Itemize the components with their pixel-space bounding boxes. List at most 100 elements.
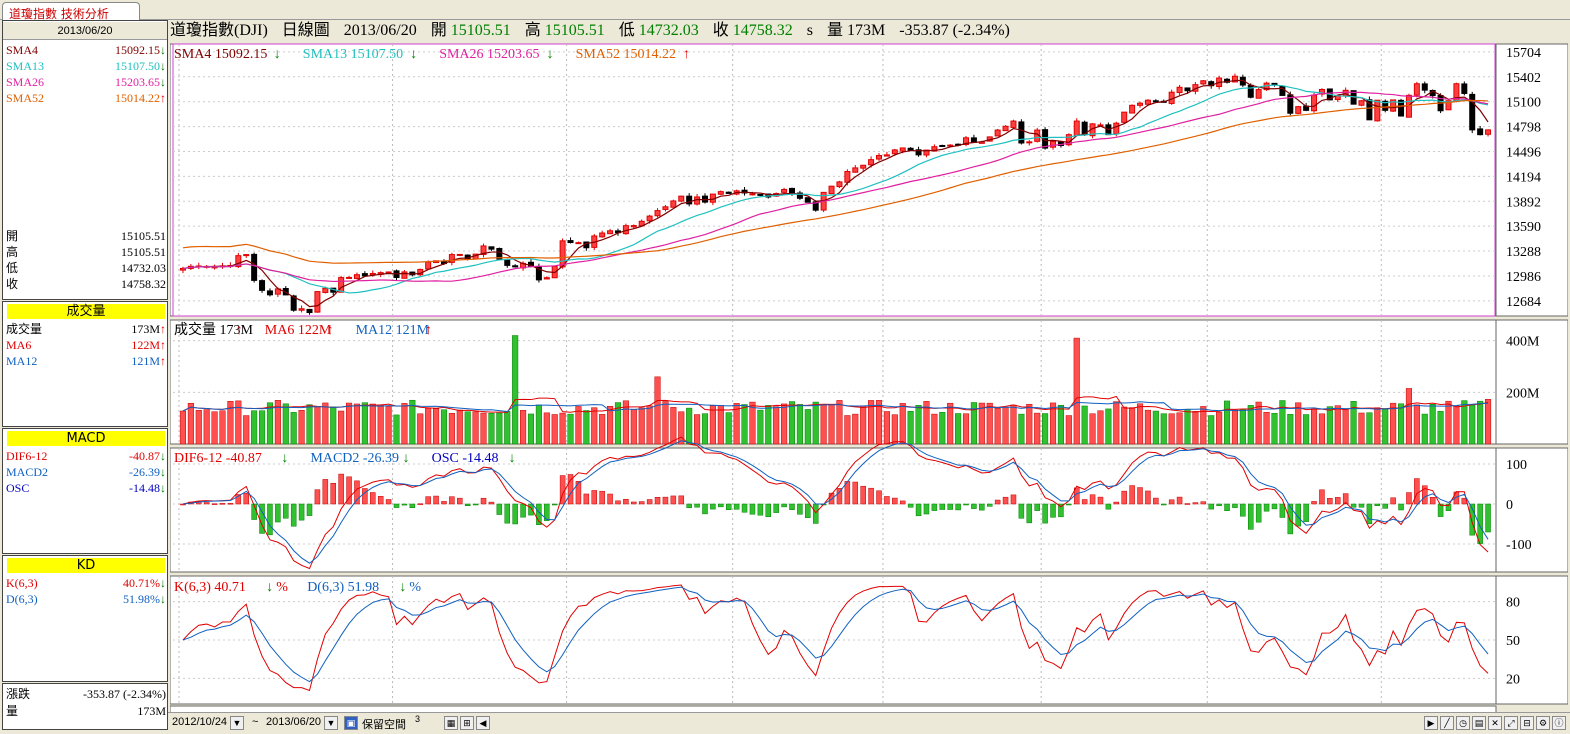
osc-bar bbox=[1200, 501, 1207, 505]
crosshair-icon[interactable]: ✕ bbox=[1488, 716, 1502, 730]
volume-bar bbox=[923, 401, 930, 445]
candle-body bbox=[385, 271, 392, 274]
arrow-down-icon: ↓ bbox=[410, 47, 417, 62]
osc-bar bbox=[718, 503, 724, 508]
volume-bar bbox=[425, 408, 432, 445]
volume-bar bbox=[765, 405, 772, 445]
osc-bar bbox=[915, 503, 922, 517]
volume-bar bbox=[1026, 403, 1033, 445]
candle-body bbox=[899, 147, 906, 152]
osc-bar bbox=[670, 495, 677, 505]
volume-bar bbox=[1216, 411, 1223, 445]
sma-row: SMA52 15014.22↑ bbox=[6, 91, 166, 106]
candle-body bbox=[749, 193, 756, 196]
candle-body bbox=[828, 185, 835, 195]
arrow-up-icon: ↑ bbox=[327, 323, 334, 338]
osc-bar bbox=[314, 489, 321, 505]
osc-bar bbox=[401, 503, 408, 506]
from-date-dropdown-icon[interactable]: ▼ bbox=[230, 716, 244, 730]
osc-bar bbox=[211, 503, 218, 505]
macd-label: OSC bbox=[6, 481, 30, 495]
volume-bar bbox=[480, 412, 487, 445]
osc-bar bbox=[298, 503, 305, 521]
volume-y-tick-label: 400M bbox=[1506, 335, 1540, 350]
candle-body bbox=[1398, 99, 1405, 117]
osc-bar bbox=[892, 497, 898, 505]
volume-bar bbox=[947, 402, 954, 445]
volume-bar bbox=[1176, 412, 1183, 445]
osc-bar bbox=[1010, 494, 1017, 505]
tab-technical-analysis[interactable]: 道瓊指數 技術分析 bbox=[2, 2, 140, 21]
settings-icon[interactable]: ⚙ bbox=[1536, 716, 1550, 730]
candle-body bbox=[1152, 100, 1159, 103]
price-y-tick-label: 13288 bbox=[1506, 245, 1541, 260]
reserve-space-icon[interactable]: ▣ bbox=[344, 716, 358, 730]
volume-bar bbox=[1358, 412, 1365, 445]
info-icon[interactable]: ⓘ bbox=[1552, 716, 1566, 730]
volume-bar bbox=[551, 414, 558, 445]
volume-bar bbox=[219, 410, 226, 445]
osc-bar bbox=[1350, 503, 1357, 508]
sma-label: SMA4 bbox=[6, 43, 39, 57]
volume-bar bbox=[1168, 413, 1175, 445]
clock-icon[interactable]: ◷ bbox=[1456, 716, 1470, 730]
candle-body bbox=[1358, 100, 1365, 106]
line-tool-icon[interactable]: ╱ bbox=[1440, 716, 1454, 730]
sma-value-text: 15092.15 bbox=[115, 43, 160, 57]
osc-bar bbox=[1342, 493, 1349, 505]
osc-bar bbox=[409, 503, 416, 508]
to-date[interactable]: 2013/06/20 bbox=[266, 716, 322, 728]
candle-body bbox=[1255, 89, 1262, 99]
volume-bar bbox=[820, 404, 827, 445]
volume-bar bbox=[939, 412, 946, 445]
volume-bar bbox=[1334, 405, 1341, 445]
volume-bar bbox=[504, 411, 511, 445]
volume-bar bbox=[1121, 406, 1128, 445]
to-date-dropdown-icon[interactable]: ▼ bbox=[324, 716, 338, 730]
volume-bar bbox=[1144, 409, 1151, 445]
osc-bar bbox=[385, 499, 392, 505]
volume-bar bbox=[749, 401, 756, 445]
macd-value-text: -14.48 bbox=[129, 481, 160, 495]
from-date[interactable]: 2012/10/24 bbox=[172, 716, 228, 728]
macd-label: MACD2 bbox=[6, 465, 49, 479]
volume-bar bbox=[1057, 404, 1064, 445]
volume-bar bbox=[1081, 405, 1088, 445]
volume-bar bbox=[725, 412, 732, 445]
arrow-down-icon: ↓ bbox=[509, 451, 516, 466]
volume-bar bbox=[899, 403, 906, 445]
candle-body bbox=[630, 225, 637, 228]
panel-axis-bg bbox=[1495, 575, 1568, 705]
arrow-down-icon: ↓ bbox=[160, 43, 166, 57]
osc-bar bbox=[441, 501, 447, 505]
calendar-icon[interactable]: ▤ bbox=[1472, 716, 1486, 730]
scroll-right-icon[interactable]: ▶ bbox=[1424, 716, 1438, 730]
candle-body bbox=[1390, 99, 1397, 112]
scroll-left-icon[interactable]: ◀ bbox=[476, 716, 490, 730]
candle-body bbox=[717, 191, 724, 195]
osc-bar bbox=[393, 503, 400, 508]
panel-axis-bg bbox=[1495, 447, 1568, 573]
zoom-out-icon[interactable]: ⊟ bbox=[1520, 716, 1534, 730]
candle-body bbox=[670, 200, 677, 208]
ohlc-value: 15105.51 bbox=[121, 245, 166, 260]
expand-icon[interactable]: ⤢ bbox=[1504, 716, 1518, 730]
sma-value-text: 15203.65 bbox=[115, 75, 160, 89]
zoom-icon[interactable]: ⊞ bbox=[460, 716, 474, 730]
osc-bar bbox=[1437, 503, 1444, 517]
macd-value-text: -26.39 bbox=[129, 465, 160, 479]
osc-bar bbox=[789, 503, 795, 510]
macd-y-tick-label: 100 bbox=[1506, 458, 1527, 473]
volume-bar bbox=[448, 413, 455, 445]
candle-body bbox=[1469, 93, 1476, 131]
arrow-down-icon: ↓ bbox=[403, 451, 410, 466]
candle-body bbox=[741, 189, 748, 194]
grid-icon[interactable]: ▦ bbox=[444, 716, 458, 730]
osc-bar bbox=[227, 502, 234, 505]
osc-bar bbox=[1121, 490, 1127, 505]
osc-bar bbox=[203, 502, 210, 505]
osc-bar bbox=[362, 488, 368, 505]
candle-body bbox=[1129, 104, 1136, 114]
kd-legend-suffix: % bbox=[276, 580, 288, 595]
sma-value: 15014.22↑ bbox=[115, 91, 166, 106]
